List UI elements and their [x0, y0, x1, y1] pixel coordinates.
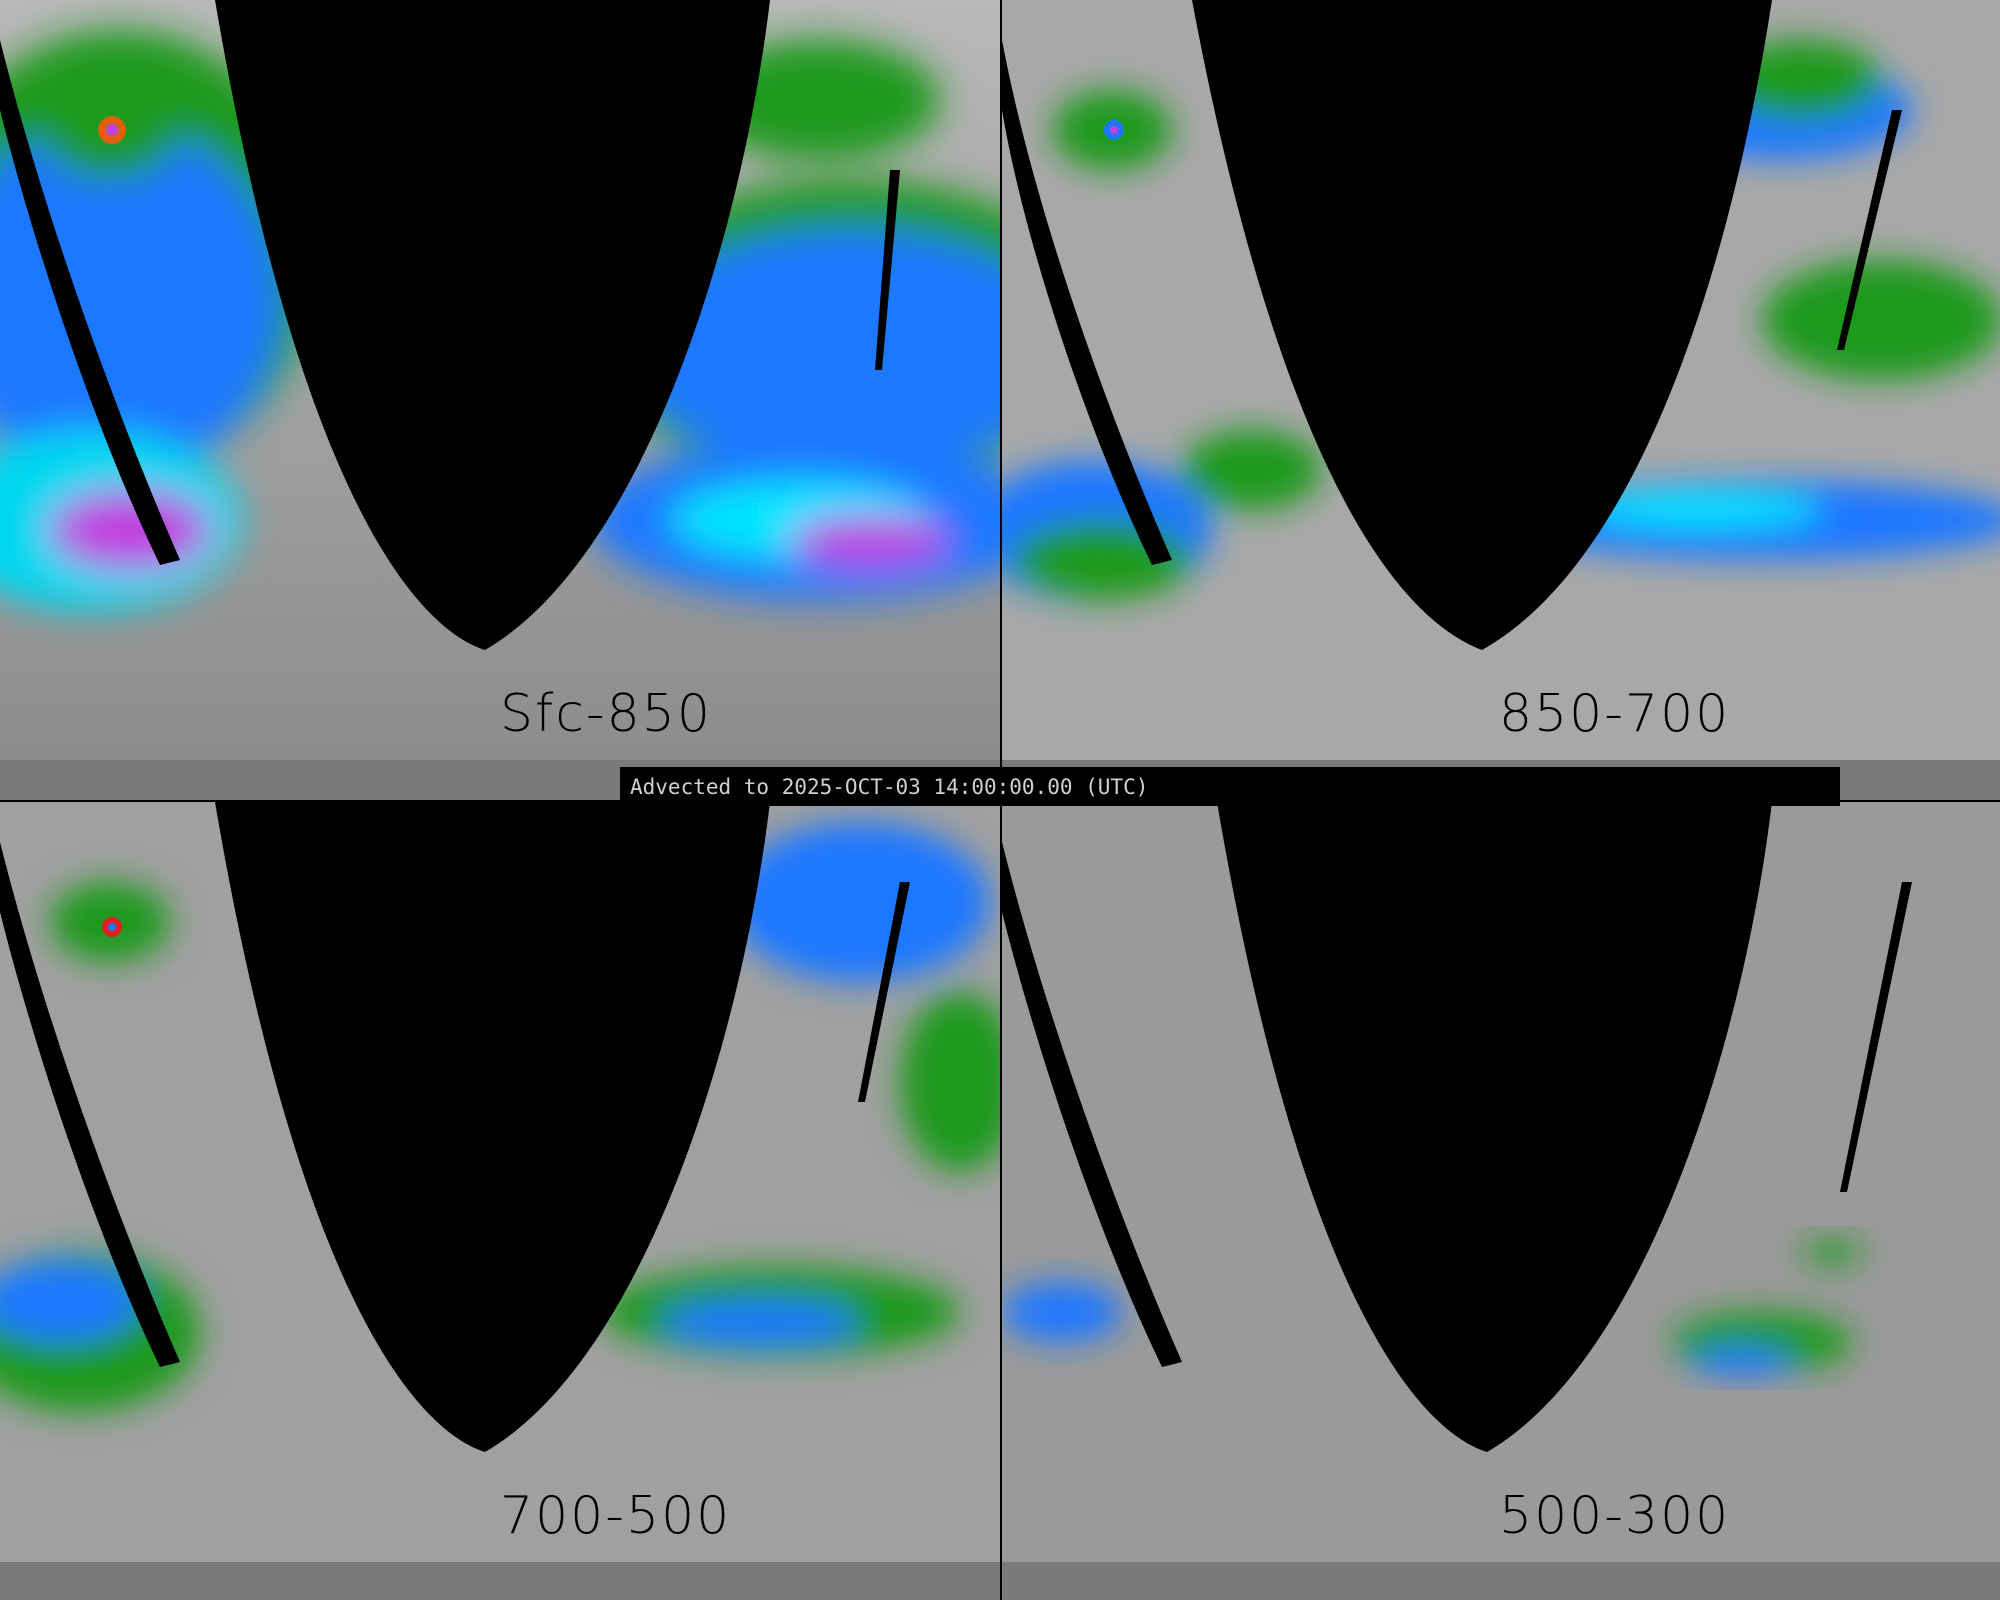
map-panel-700-500: 700-500 [0, 802, 1000, 1600]
map-panel-sfc-850: Sfc-850 [0, 0, 1000, 800]
map-imagery [0, 0, 1000, 800]
map-imagery [1002, 802, 2000, 1600]
layer-label: 850-700 [1499, 684, 1731, 744]
timestamp-banner: Advected to 2025-OCT-03 14:00:00.00 (UTC… [620, 767, 1840, 806]
map-panel-850-700: 850-700 [1002, 0, 2000, 800]
map-imagery [0, 802, 1000, 1600]
map-imagery [1002, 0, 2000, 800]
advection-time-text: Advected to 2025-OCT-03 14:00:00.00 (UTC… [630, 775, 1149, 799]
layer-label: 500-300 [1499, 1486, 1731, 1546]
map-panel-500-300: 500-300 [1002, 802, 2000, 1600]
layer-label: 700-500 [500, 1486, 732, 1546]
layer-label: Sfc-850 [500, 684, 712, 744]
